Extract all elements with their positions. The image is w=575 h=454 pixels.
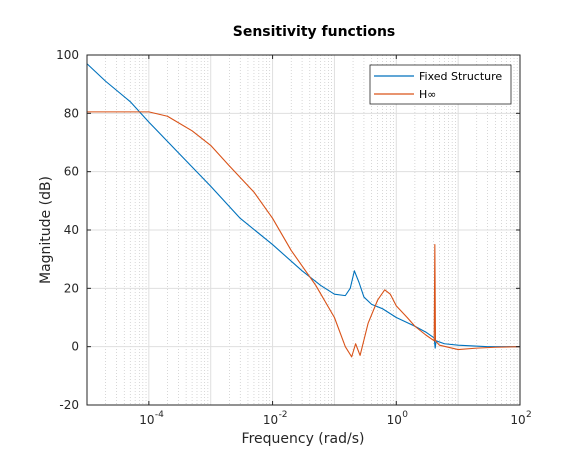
legend: Fixed Structure H∞ [369, 64, 512, 105]
y-tick-label: 40 [64, 223, 79, 237]
x-tick-exponent: 0 [402, 410, 408, 420]
x-tick-label: 10 [263, 413, 278, 427]
y-tick-label: 20 [64, 281, 79, 295]
x-tick-exponent: 2 [526, 410, 532, 420]
x-tick-label: 10 [510, 413, 525, 427]
x-tick-label: 10 [139, 413, 154, 427]
x-tick-label: 10 [387, 413, 402, 427]
y-tick-label: 60 [64, 165, 79, 179]
series-layer [86, 63, 521, 358]
series-line-fixed-structure [86, 63, 520, 349]
y-tick-label: -20 [59, 398, 79, 412]
legend-box [369, 64, 512, 105]
y-tick-label: 100 [56, 48, 79, 62]
legend-label-fixed-structure: Fixed Structure [419, 70, 502, 83]
x-tick-exponent: -2 [279, 410, 288, 420]
chart-title: Sensitivity functions [233, 24, 396, 40]
y-tick-label: 0 [71, 340, 79, 354]
x-axis-label: Frequency (rad/s) [242, 431, 365, 447]
x-tick-exponent: -4 [155, 410, 164, 420]
legend-label-h-infinity: H∞ [419, 88, 436, 101]
y-tick-label: 80 [64, 106, 79, 120]
series-line-h-infinity [87, 111, 521, 358]
y-axis-label: Magnitude (dB) [38, 176, 54, 284]
